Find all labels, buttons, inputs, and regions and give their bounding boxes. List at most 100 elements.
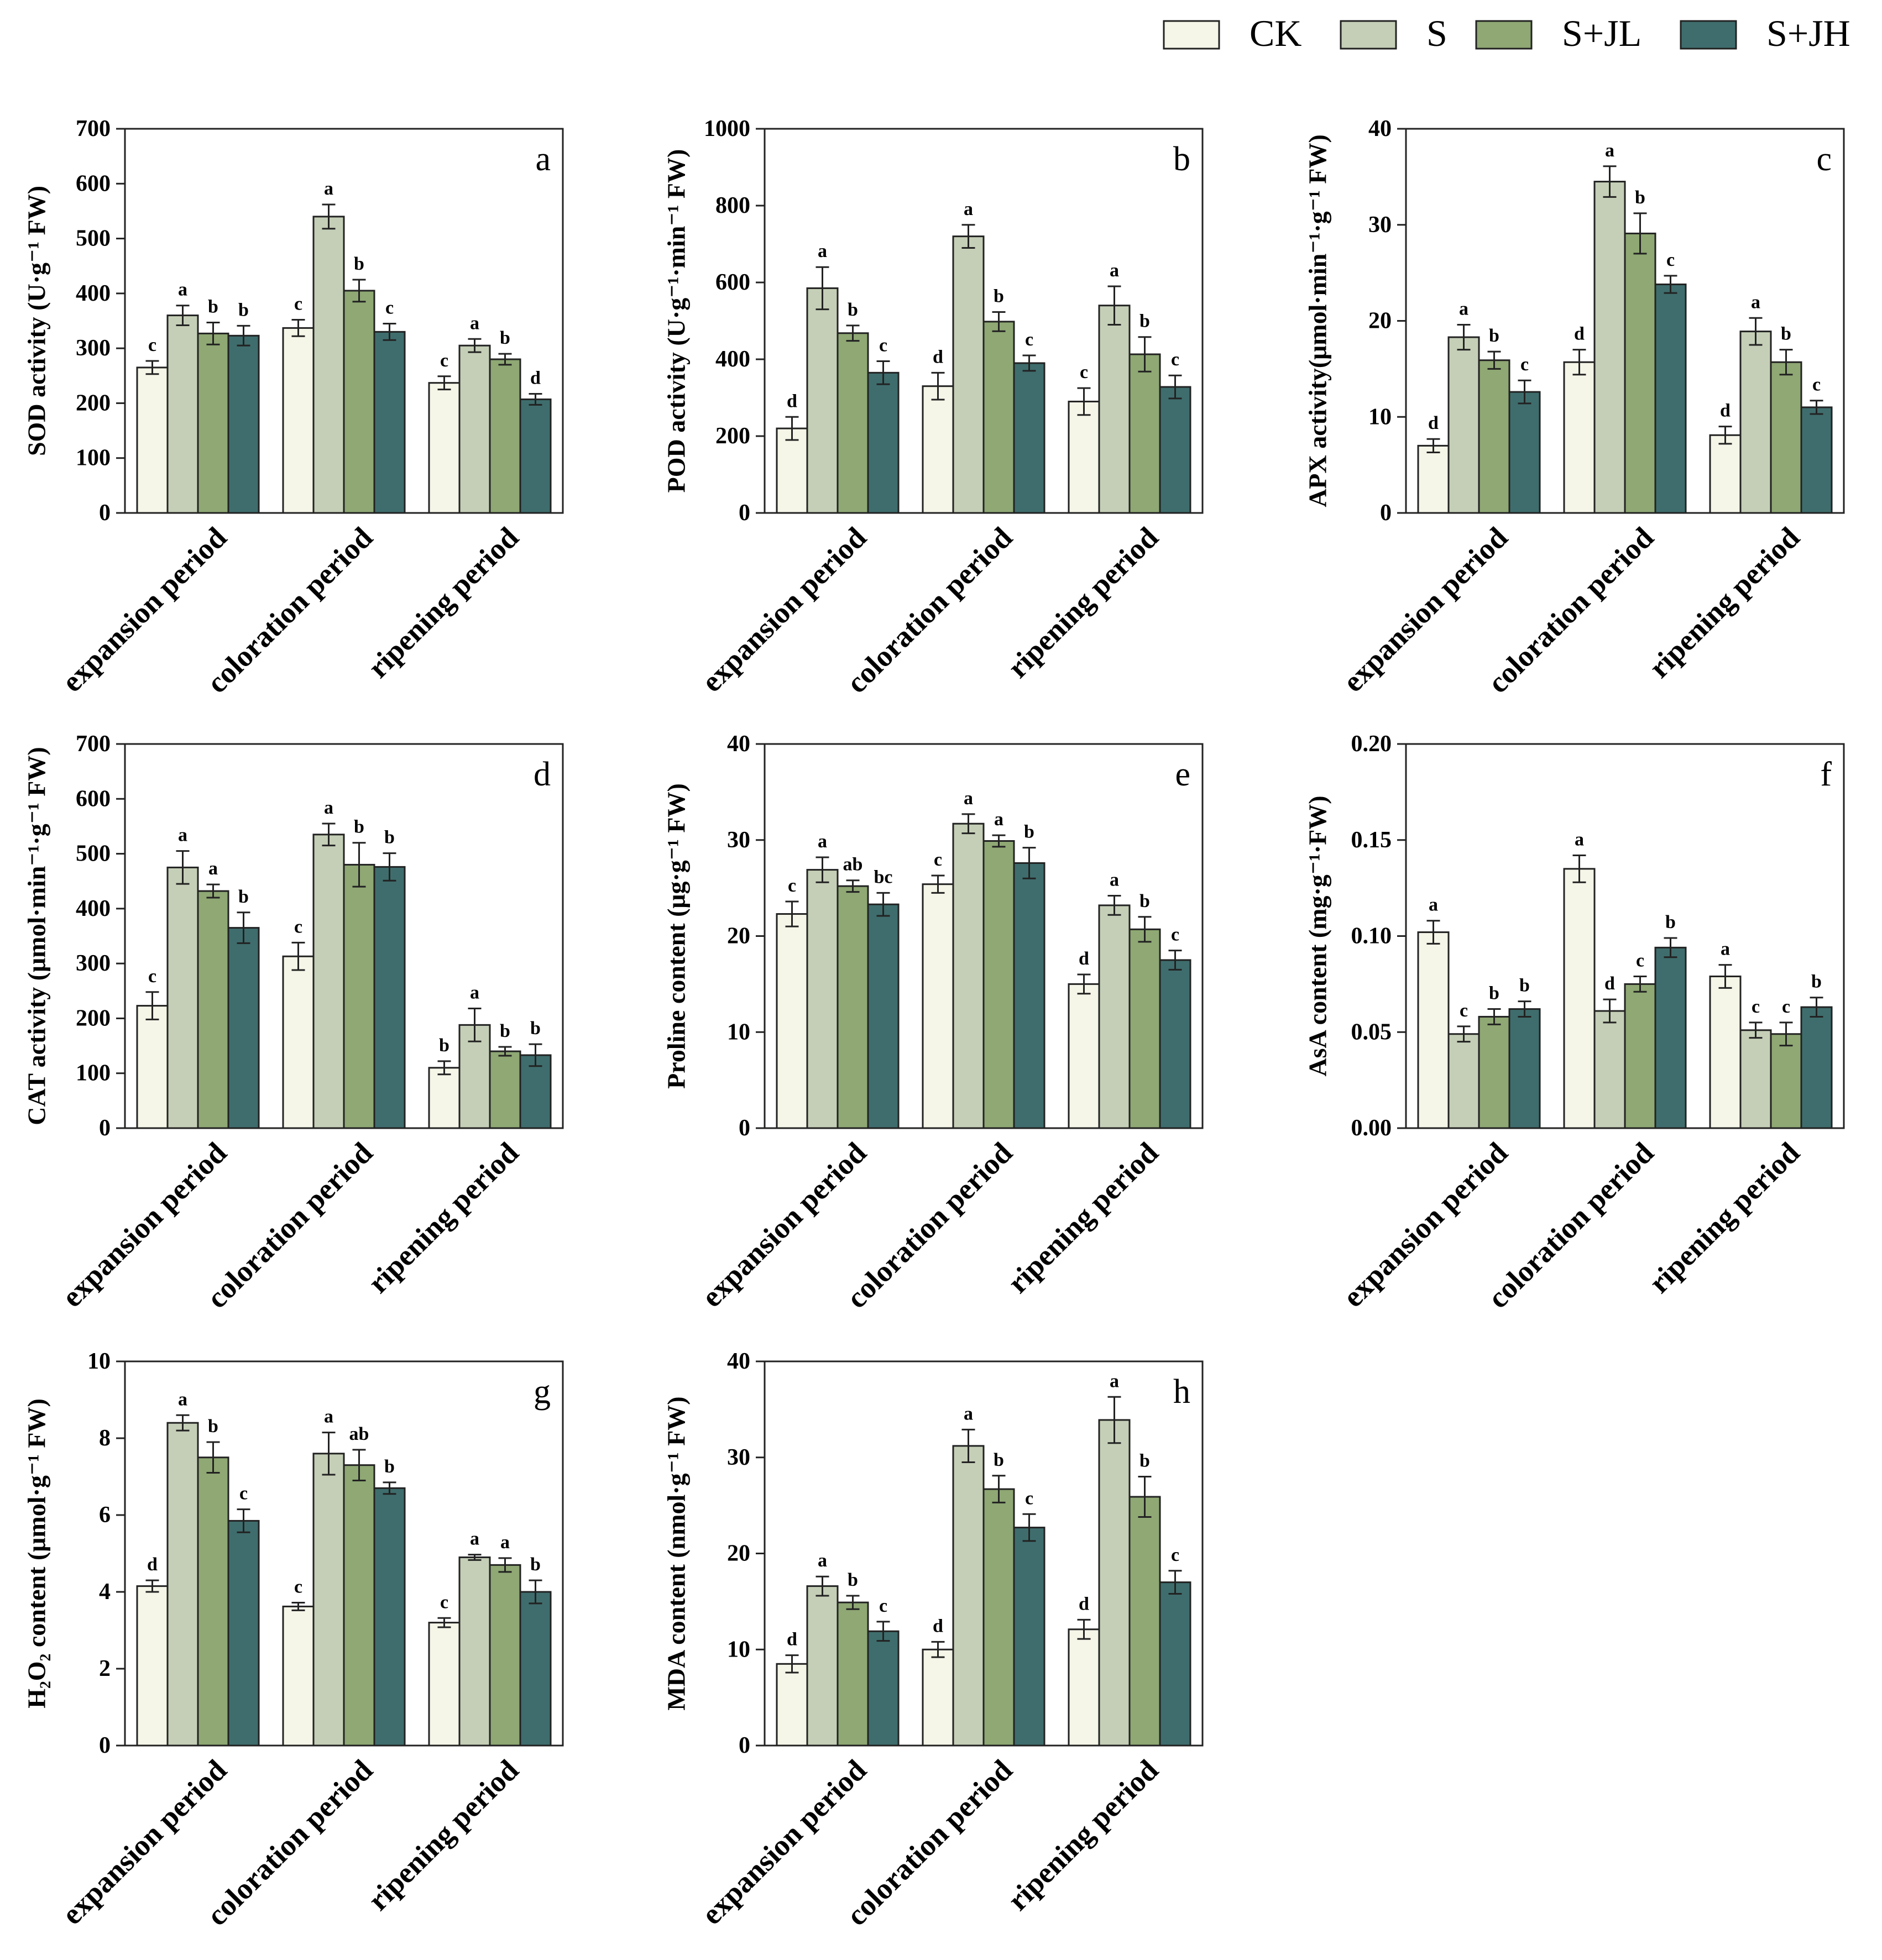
- y-tick-label: 0: [739, 500, 750, 526]
- bar-s: [1447, 336, 1480, 514]
- bar-s: [458, 344, 491, 514]
- y-tick-label: 10: [727, 1637, 750, 1662]
- y-tick-label: 600: [76, 171, 111, 196]
- significance-letter: b: [208, 1416, 218, 1437]
- bar-s-plus-jl: [197, 890, 229, 1129]
- y-tick-label: 10: [727, 1019, 750, 1045]
- significance-letter: a: [1575, 830, 1584, 850]
- significance-letter: a: [1110, 1371, 1119, 1391]
- bar-s-plus-jl: [982, 840, 1015, 1129]
- significance-letter: ab: [349, 1424, 369, 1444]
- bar-ck: [1417, 931, 1450, 1129]
- bar-s: [806, 287, 839, 514]
- significance-letter: d: [1079, 948, 1089, 969]
- bar-s: [166, 315, 199, 514]
- significance-letter: b: [384, 1456, 395, 1477]
- significance-letter: c: [294, 1576, 302, 1597]
- significance-letter: b: [1519, 976, 1530, 996]
- y-tick-label: 100: [76, 446, 111, 471]
- bar-s: [1098, 1419, 1131, 1747]
- bar-group-expansion-period: d a b c: [136, 1389, 260, 1747]
- significance-letter: a: [470, 1529, 479, 1549]
- x-tick-label: ripening period: [362, 1136, 525, 1299]
- bar-ck: [776, 913, 808, 1129]
- significance-letter: c: [1025, 1488, 1033, 1508]
- legend-label: S: [1426, 12, 1447, 54]
- y-tick-label: 0.10: [1351, 924, 1392, 949]
- significance-letter: b: [1489, 983, 1499, 1004]
- legend-swatch: [1163, 20, 1220, 50]
- significance-letter: bc: [874, 867, 893, 887]
- significance-letter: c: [1782, 997, 1790, 1017]
- y-tick-label: 700: [76, 116, 111, 142]
- significance-letter: c: [294, 294, 302, 315]
- y-tick-label: 30: [727, 1445, 750, 1470]
- bar-s-plus-jl: [489, 358, 521, 514]
- y-tick-label: 500: [76, 841, 111, 867]
- significance-letter: a: [1110, 260, 1119, 281]
- significance-letter: d: [787, 391, 797, 411]
- y-tick-label: 0: [739, 1115, 750, 1141]
- significance-letter: c: [1171, 1545, 1179, 1565]
- significance-letter: d: [1720, 401, 1731, 421]
- legend-swatch: [1680, 20, 1737, 50]
- bar-ck: [136, 1005, 169, 1129]
- significance-letter: a: [324, 179, 333, 199]
- legend-swatch: [1340, 20, 1397, 50]
- bar-s-plus-jh: [867, 371, 900, 514]
- panel-d: 0 100 200 300 400 500 600 700 CAT activity (μmol…: [23, 731, 564, 1315]
- panel-f: 0.00 0.05 0.10 0.15 0.20 AsA content (mg·g⁻¹·…: [1304, 731, 1845, 1315]
- significance-letter: c: [1080, 362, 1088, 382]
- bar-group-ripening-period: a c c b: [1709, 939, 1833, 1129]
- panel-letter: d: [534, 756, 551, 793]
- y-tick-label: 200: [76, 1005, 111, 1031]
- significance-letter: b: [994, 1450, 1004, 1470]
- x-tick-label: ripening period: [1001, 521, 1165, 684]
- bar-s-plus-jh: [519, 398, 552, 514]
- bar-s-plus-jh: [1800, 406, 1833, 514]
- bar-s-plus-jh: [373, 331, 406, 514]
- y-tick-label: 200: [715, 423, 750, 449]
- bar-s: [1593, 181, 1626, 514]
- y-axis-title: CAT activity (μmol·min⁻¹·g⁻¹ FW): [23, 747, 51, 1125]
- significance-letter: b: [1139, 311, 1150, 332]
- y-tick-label: 2: [99, 1656, 111, 1681]
- bar-s-plus-jl: [982, 321, 1015, 514]
- y-tick-label: 400: [715, 347, 750, 372]
- bar-s-plus-jh: [1800, 1006, 1833, 1129]
- bar-s-plus-jh: [1013, 862, 1045, 1129]
- y-tick-label: 40: [727, 731, 750, 757]
- bar-s-plus-jl: [1624, 983, 1656, 1129]
- bar-ck: [282, 1605, 315, 1747]
- bar-s-plus-jl: [197, 332, 229, 514]
- bar-ck: [1563, 868, 1596, 1129]
- significance-letter: a: [500, 1532, 510, 1553]
- bar-group-ripening-period: ca ab: [428, 1529, 552, 1747]
- bar-s-plus-jh: [1654, 946, 1687, 1129]
- significance-letter: d: [1604, 973, 1615, 994]
- significance-letter: b: [208, 296, 218, 317]
- y-tick-label: 700: [76, 731, 111, 757]
- bar-ck: [1068, 1628, 1100, 1747]
- bar-s-plus-jh: [1654, 283, 1687, 514]
- bar-s-plus-jl: [343, 290, 375, 514]
- bar-s-plus-jh: [227, 334, 260, 514]
- x-tick-label: ripening period: [362, 1753, 525, 1917]
- y-tick-label: 10: [87, 1349, 111, 1374]
- legend-label: S+JH: [1766, 12, 1850, 54]
- x-tick-label: ripening period: [1643, 521, 1806, 684]
- bar-group-coloration-period: d a b c: [922, 1403, 1045, 1747]
- bar-group-expansion-period: d a b c: [776, 241, 900, 514]
- bar-s-plus-jl: [837, 332, 869, 514]
- y-tick-label: 600: [76, 786, 111, 811]
- legend-item-s: S: [1340, 12, 1447, 54]
- x-tick-label: ripening period: [1001, 1753, 1165, 1917]
- panel-a: 0 100 200 300 400 500 600 700 SOD activity (U·g⁻…: [23, 116, 564, 700]
- y-axis-title: Proline content (μg·g⁻¹ FW): [662, 783, 691, 1089]
- bar-s-plus-jl: [1770, 1033, 1802, 1129]
- significance-letter: c: [1460, 1000, 1468, 1021]
- significance-letter: b: [384, 827, 395, 848]
- significance-letter: c: [440, 1592, 448, 1612]
